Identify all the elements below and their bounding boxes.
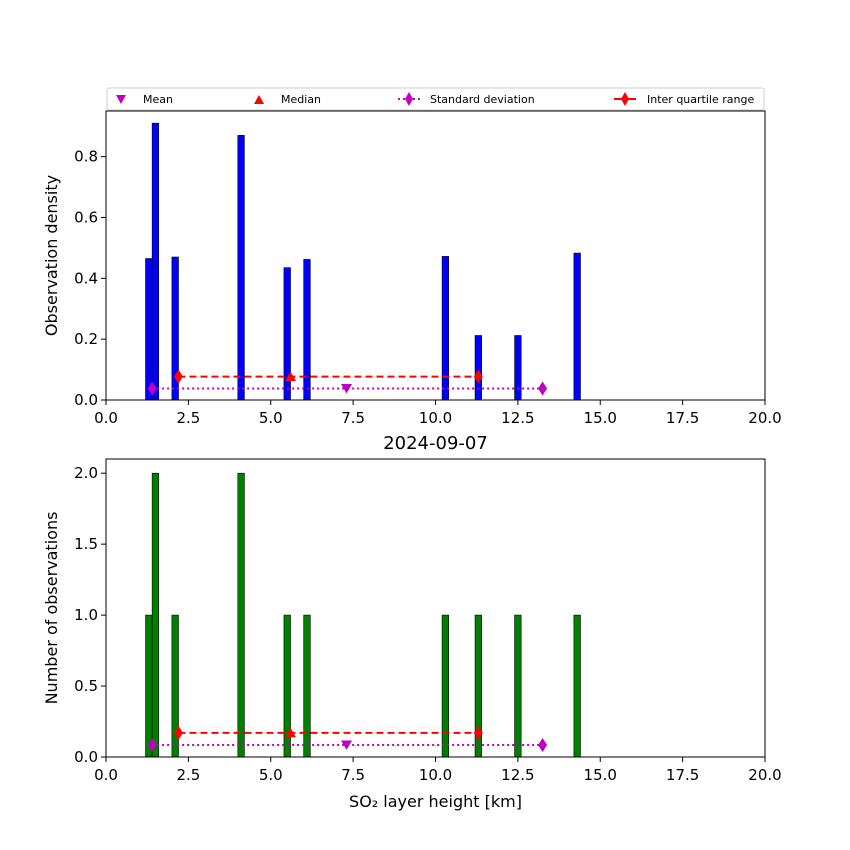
mean-marker bbox=[341, 384, 353, 394]
histogram-bar bbox=[514, 335, 522, 401]
iqr-marker bbox=[473, 369, 483, 384]
x-tick-label: 15.0 bbox=[584, 766, 617, 784]
histogram-bar bbox=[573, 614, 581, 758]
x-tick-label: 17.5 bbox=[666, 409, 699, 427]
x-tick-label: 0.0 bbox=[94, 766, 118, 784]
y-tick-label: 1.0 bbox=[74, 606, 98, 624]
axes-frame bbox=[105, 458, 766, 758]
x-tick-label: 0.0 bbox=[94, 409, 118, 427]
median-marker bbox=[285, 727, 297, 738]
x-tick-label: 12.5 bbox=[501, 766, 534, 784]
iqr-marker bbox=[473, 725, 483, 740]
x-tick-label: 7.5 bbox=[341, 766, 365, 784]
legend-median-marker bbox=[254, 95, 264, 104]
legend-entry-median: Median bbox=[254, 93, 321, 106]
iqr-marker bbox=[173, 725, 183, 740]
legend-iqr-label: Inter quartile range bbox=[647, 93, 754, 106]
legend-entry-iqr: Inter quartile range bbox=[614, 92, 754, 106]
histogram-bar bbox=[145, 614, 153, 758]
histogram-bar bbox=[514, 614, 522, 758]
y-axis-label: Number of observations bbox=[42, 512, 61, 705]
axes-frame bbox=[105, 110, 766, 401]
count-panel: 0.0 2.5 5.0 7.5 10.0 12.5 15.0 17.5 20.0 0.0 0.5 1.… bbox=[42, 433, 782, 811]
legend-mean-marker bbox=[116, 95, 126, 104]
histogram-bar bbox=[573, 252, 581, 401]
y-tick-label: 0.4 bbox=[74, 269, 98, 287]
histogram-bar bbox=[474, 335, 482, 401]
x-axis-label: SO₂ layer height [km] bbox=[349, 792, 522, 811]
x-tick-label: 12.5 bbox=[501, 409, 534, 427]
histogram-bar bbox=[441, 614, 449, 758]
y-tick-label: 0.0 bbox=[74, 391, 98, 409]
legend-median-label: Median bbox=[281, 93, 321, 106]
histogram-bar bbox=[145, 258, 153, 401]
std-marker bbox=[147, 737, 157, 752]
y-axis-label: Observation density bbox=[42, 175, 61, 336]
density-panel: 0.0 2.5 5.0 7.5 10.0 12.5 15.0 17.5 20.0 0.0 0.2 0.… bbox=[42, 110, 782, 427]
x-tick-label: 7.5 bbox=[341, 409, 365, 427]
histogram-bar bbox=[303, 614, 311, 758]
x-tick-label: 20.0 bbox=[748, 766, 781, 784]
histogram-bar bbox=[151, 472, 160, 758]
legend-std-label: Standard deviation bbox=[430, 93, 535, 106]
histogram-bar bbox=[303, 259, 311, 401]
legend-entry-mean: Mean bbox=[116, 93, 173, 106]
y-tick-label: 1.5 bbox=[74, 535, 98, 553]
y-tick-label: 0.0 bbox=[74, 748, 98, 766]
x-tick-label: 2.5 bbox=[176, 766, 200, 784]
y-tick-label: 2.0 bbox=[74, 464, 98, 482]
legend: Mean Median Standard deviation Inter qua… bbox=[106, 87, 765, 111]
histogram-bar bbox=[237, 472, 245, 758]
legend-mean-label: Mean bbox=[143, 93, 173, 106]
x-tick-label: 15.0 bbox=[584, 409, 617, 427]
histogram-bar bbox=[237, 135, 245, 401]
legend-entry-std: Standard deviation bbox=[398, 92, 535, 106]
x-tick-label: 20.0 bbox=[748, 409, 781, 427]
iqr-marker bbox=[173, 369, 183, 384]
x-tick-label: 17.5 bbox=[666, 766, 699, 784]
x-tick-label: 10.0 bbox=[419, 409, 452, 427]
legend-iqr-marker bbox=[621, 92, 629, 106]
y-tick-label: 0.2 bbox=[74, 330, 98, 348]
y-tick-label: 0.8 bbox=[74, 148, 98, 166]
legend-std-marker bbox=[405, 92, 413, 106]
x-tick-label: 5.0 bbox=[259, 766, 283, 784]
histogram-bar bbox=[151, 122, 160, 401]
std-marker bbox=[538, 381, 548, 396]
histogram-bar bbox=[441, 256, 449, 401]
x-tick-label: 10.0 bbox=[419, 766, 452, 784]
y-tick-label: 0.5 bbox=[74, 677, 98, 695]
x-tick-label: 5.0 bbox=[259, 409, 283, 427]
x-tick-label: 2.5 bbox=[176, 409, 200, 427]
median-marker bbox=[285, 371, 297, 381]
y-tick-label: 0.6 bbox=[74, 208, 98, 226]
panel-title: 2024-09-07 bbox=[383, 433, 488, 454]
std-marker bbox=[538, 737, 548, 752]
std-marker bbox=[147, 381, 157, 396]
mean-marker bbox=[341, 740, 353, 750]
